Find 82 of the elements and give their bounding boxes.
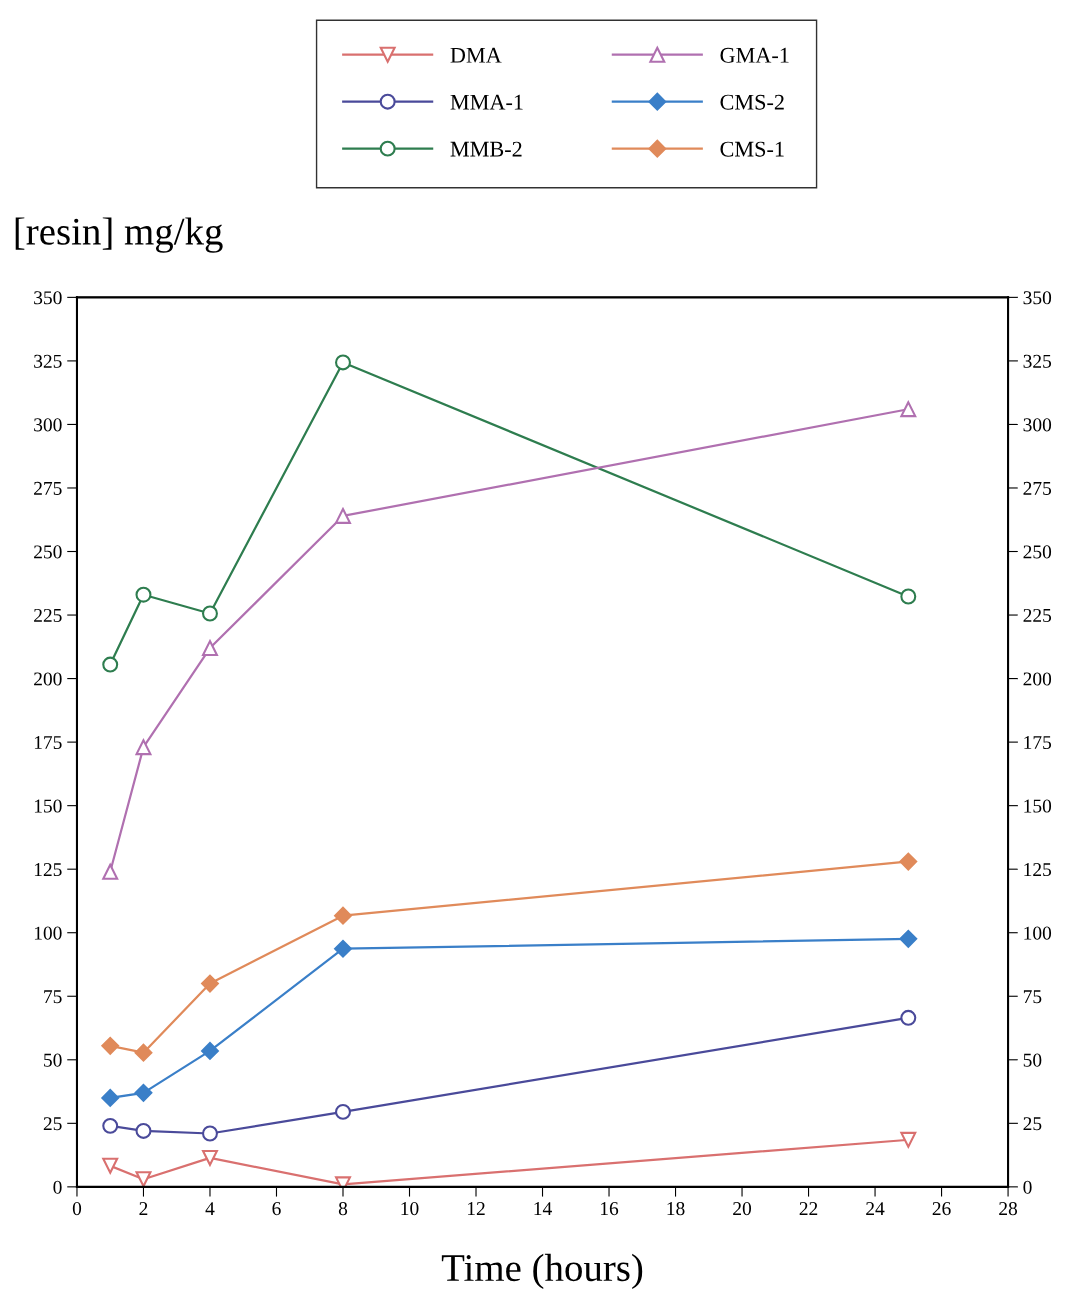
point xyxy=(202,605,218,622)
point xyxy=(334,939,352,958)
point xyxy=(202,640,218,657)
y-tick-label: 25 xyxy=(43,1117,62,1131)
x-tick-label: 4 xyxy=(205,1202,215,1215)
x-tick-label: 12 xyxy=(468,1202,485,1215)
y2-tick-label: 175 xyxy=(1024,736,1052,750)
x-tick-label: 28 xyxy=(999,1202,1018,1216)
point xyxy=(201,1042,219,1060)
x-tick-label: 2 xyxy=(139,1202,148,1215)
y-axis-title: [resin] mg/kg xyxy=(15,217,223,253)
point xyxy=(135,586,152,603)
y2-tick-label: 75 xyxy=(1023,990,1042,1004)
y-tick-label: 100 xyxy=(34,926,62,940)
point xyxy=(135,739,152,756)
point xyxy=(135,1122,152,1139)
y2-tick-label: 0 xyxy=(1023,1180,1032,1194)
point xyxy=(900,401,917,418)
y-tick-label: 250 xyxy=(34,545,62,559)
x-tick-label: 14 xyxy=(534,1202,552,1215)
point xyxy=(135,1171,152,1187)
y-tick-label: 0 xyxy=(53,1180,62,1194)
y2-tick-label: 250 xyxy=(1023,545,1052,559)
legend-label: GMA-1 xyxy=(720,47,789,63)
y-tick-label: 225 xyxy=(34,608,62,622)
y2-tick-label: 350 xyxy=(1023,291,1052,305)
x-tick-label: 18 xyxy=(667,1202,685,1216)
y2-tick-label: 150 xyxy=(1024,799,1052,813)
point xyxy=(202,1125,218,1142)
y-tick-label: 175 xyxy=(34,736,62,750)
point xyxy=(201,974,219,993)
point xyxy=(899,929,918,948)
x-tick-label: 22 xyxy=(799,1202,818,1215)
y2-tick-label: 225 xyxy=(1023,608,1052,622)
point xyxy=(899,852,918,871)
point xyxy=(202,1149,218,1166)
legend-label: DMA xyxy=(450,47,502,63)
x-tick-label: 26 xyxy=(932,1202,951,1216)
y-tick-label: 200 xyxy=(34,672,62,686)
y2-tick-label: 325 xyxy=(1023,354,1052,368)
point xyxy=(900,1009,917,1026)
legend-label: MMA-1 xyxy=(450,94,523,110)
y2-tick-label: 100 xyxy=(1024,926,1052,940)
point xyxy=(102,1157,119,1174)
y2-tick-label: 300 xyxy=(1023,418,1052,432)
legend-label: CMS-1 xyxy=(720,141,784,157)
point xyxy=(900,588,917,605)
x-tick-label: 20 xyxy=(733,1202,752,1216)
y-tick-label: 300 xyxy=(34,418,62,432)
legend-label: MMB-2 xyxy=(450,141,522,157)
x-tick-label: 0 xyxy=(72,1202,82,1216)
y-tick-label: 150 xyxy=(34,799,62,813)
point xyxy=(900,1131,917,1148)
point xyxy=(101,1036,120,1055)
x-tick-label: 24 xyxy=(866,1202,885,1215)
x-tick-label: 6 xyxy=(272,1202,281,1216)
y2-tick-label: 200 xyxy=(1023,672,1052,686)
y-tick-label: 325 xyxy=(34,354,62,368)
legend-label: CMS-2 xyxy=(720,94,784,110)
x-tick-label: 8 xyxy=(338,1202,348,1216)
y-tick-label: 350 xyxy=(34,291,62,305)
x-axis-title: Time (hours) xyxy=(441,1253,643,1290)
y-tick-label: 75 xyxy=(44,990,62,1004)
point xyxy=(102,656,119,673)
y2-tick-label: 25 xyxy=(1023,1117,1042,1131)
point xyxy=(134,1083,153,1102)
y-tick-label: 275 xyxy=(34,481,62,495)
y2-tick-label: 50 xyxy=(1023,1053,1042,1067)
point xyxy=(335,354,351,371)
y-tick-label: 50 xyxy=(44,1053,62,1067)
point xyxy=(334,906,352,925)
point xyxy=(101,1089,120,1107)
y2-tick-label: 125 xyxy=(1024,863,1052,877)
point xyxy=(102,863,119,880)
point xyxy=(134,1043,153,1062)
y-tick-label: 125 xyxy=(34,863,62,877)
point xyxy=(335,507,351,524)
x-tick-label: 16 xyxy=(601,1202,619,1216)
point xyxy=(335,1103,351,1120)
y2-tick-label: 275 xyxy=(1023,481,1052,495)
x-tick-label: 10 xyxy=(401,1202,419,1216)
point xyxy=(102,1117,119,1134)
